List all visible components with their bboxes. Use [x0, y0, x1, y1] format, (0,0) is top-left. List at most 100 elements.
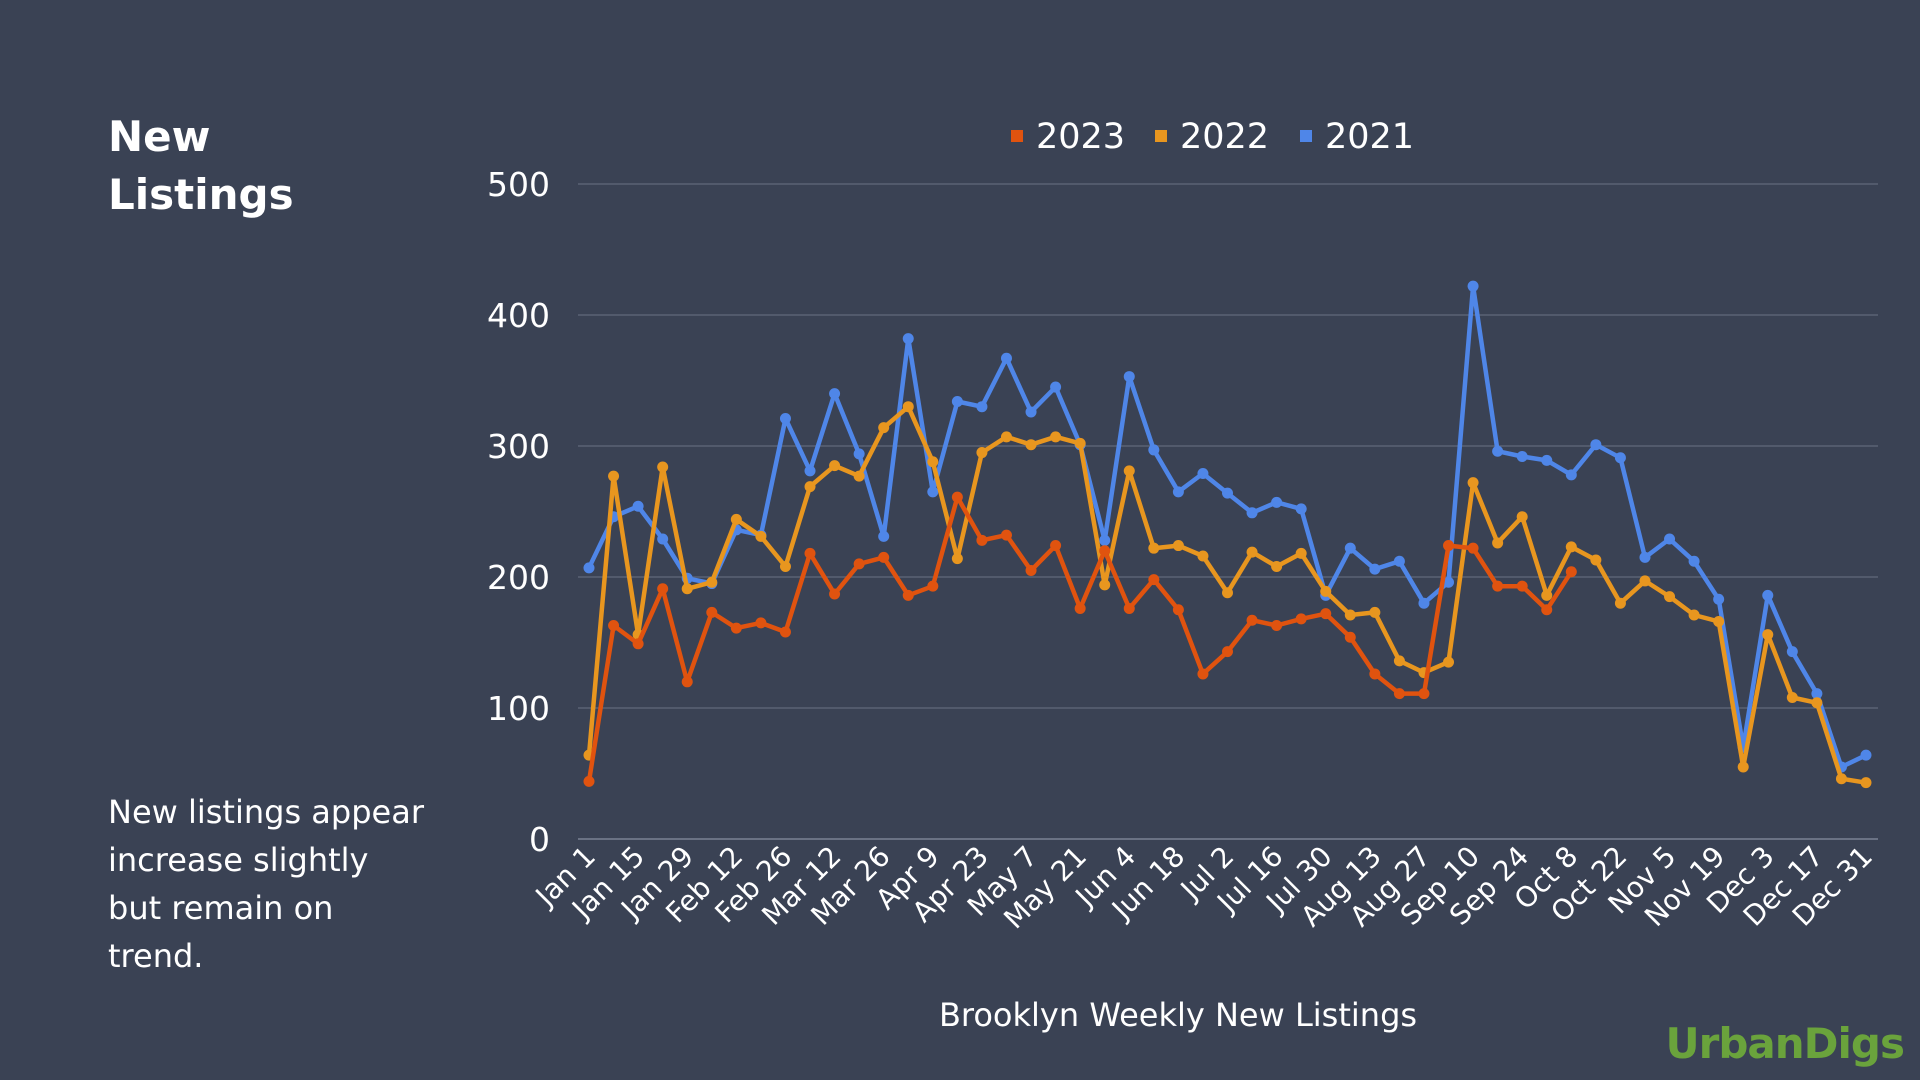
data-point	[632, 500, 644, 512]
data-point	[1320, 585, 1332, 597]
data-point	[853, 558, 865, 570]
data-point	[1443, 576, 1455, 588]
legend-label: 2023	[1036, 117, 1125, 157]
data-point	[1344, 609, 1356, 621]
data-point	[829, 588, 841, 600]
data-point	[1295, 613, 1307, 625]
data-point	[730, 513, 742, 525]
data-point	[1172, 604, 1184, 616]
data-point	[706, 606, 718, 618]
series-2021	[583, 280, 1872, 773]
data-point	[1713, 616, 1725, 628]
data-point	[1492, 445, 1504, 457]
y-tick-label: 100	[487, 689, 550, 728]
data-point	[902, 333, 914, 345]
legend-swatch	[1300, 130, 1312, 142]
data-point	[1099, 534, 1111, 546]
legend-label: 2022	[1180, 117, 1269, 157]
data-point	[804, 465, 816, 477]
data-point	[1369, 606, 1381, 618]
data-point	[1000, 431, 1012, 443]
data-point	[1172, 486, 1184, 498]
data-point	[1271, 619, 1283, 631]
data-point	[1123, 465, 1135, 477]
data-point	[902, 401, 914, 413]
series-2022	[583, 401, 1872, 789]
data-point	[1271, 561, 1283, 573]
data-point	[657, 533, 669, 545]
legend-item-2022: 2022	[1155, 117, 1269, 157]
data-point	[1639, 551, 1651, 563]
data-point	[1418, 688, 1430, 700]
data-point	[829, 460, 841, 472]
data-point	[1197, 468, 1209, 480]
y-axis-ticks: 0 100 200 300 400 500	[487, 165, 550, 859]
data-point	[1811, 688, 1823, 700]
data-point	[1737, 761, 1749, 773]
page-title: New Listings	[108, 112, 294, 219]
data-point	[1074, 437, 1086, 449]
y-tick-label: 200	[487, 558, 550, 597]
data-point	[1688, 609, 1700, 621]
data-point	[1222, 587, 1233, 599]
data-point	[1148, 444, 1160, 456]
data-point	[1393, 655, 1405, 667]
data-point	[804, 547, 816, 559]
data-point	[853, 448, 865, 460]
data-point	[1516, 580, 1528, 592]
data-point	[1246, 546, 1258, 558]
data-point	[1590, 554, 1602, 566]
data-point	[1590, 439, 1602, 451]
data-point	[1541, 604, 1553, 616]
data-point	[1000, 352, 1012, 364]
data-point	[1664, 533, 1676, 545]
data-point	[927, 486, 939, 498]
data-point	[1418, 597, 1430, 609]
data-point	[1516, 450, 1528, 462]
data-point	[1786, 692, 1798, 704]
data-point	[1786, 646, 1798, 658]
data-point	[1295, 503, 1307, 515]
data-point	[1295, 547, 1307, 559]
data-point	[1320, 608, 1332, 620]
data-point	[1369, 668, 1381, 680]
data-point	[878, 422, 890, 434]
data-point	[1762, 589, 1774, 601]
legend-item-2021: 2021	[1300, 117, 1414, 157]
data-point	[1123, 602, 1135, 614]
data-point	[1148, 574, 1160, 586]
data-point	[1565, 469, 1577, 481]
data-point	[1197, 550, 1209, 562]
data-point	[1443, 540, 1455, 552]
data-point	[730, 622, 742, 634]
data-point	[1516, 511, 1528, 523]
data-point	[1025, 406, 1037, 418]
data-point	[1492, 537, 1504, 549]
y-tick-label: 0	[529, 820, 550, 859]
data-point	[779, 626, 791, 638]
data-point	[608, 619, 620, 631]
data-point	[1393, 688, 1405, 700]
data-point	[657, 583, 669, 595]
data-point	[951, 395, 963, 407]
x-axis-title: Brooklyn Weekly New Listings	[939, 996, 1417, 1034]
data-point	[976, 534, 988, 546]
data-point	[1197, 668, 1209, 680]
data-point	[1541, 454, 1553, 466]
data-point	[1688, 555, 1700, 567]
data-point	[681, 583, 693, 595]
data-point	[1467, 477, 1479, 489]
data-point	[951, 553, 963, 565]
legend-item-2023: 2023	[1011, 117, 1125, 157]
data-point	[779, 412, 791, 424]
data-point	[1344, 542, 1356, 554]
data-point	[1393, 555, 1405, 567]
data-point	[1443, 656, 1455, 668]
data-point	[1148, 542, 1160, 554]
data-point	[1811, 697, 1823, 709]
legend-swatch	[1155, 130, 1167, 142]
data-point	[1222, 646, 1233, 658]
data-point	[755, 530, 767, 542]
data-point	[878, 551, 890, 563]
